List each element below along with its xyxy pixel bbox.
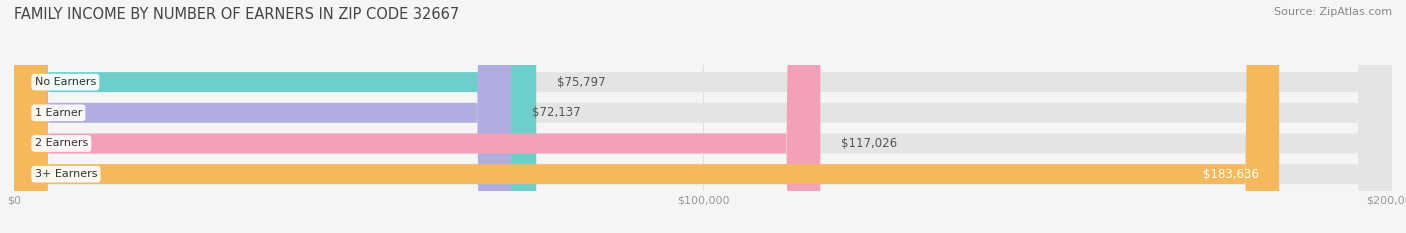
FancyBboxPatch shape xyxy=(14,0,1279,233)
Text: $72,137: $72,137 xyxy=(531,106,581,119)
Text: FAMILY INCOME BY NUMBER OF EARNERS IN ZIP CODE 32667: FAMILY INCOME BY NUMBER OF EARNERS IN ZI… xyxy=(14,7,460,22)
Text: No Earners: No Earners xyxy=(35,77,96,87)
Text: 2 Earners: 2 Earners xyxy=(35,138,89,148)
Text: $75,797: $75,797 xyxy=(557,76,606,89)
FancyBboxPatch shape xyxy=(14,0,820,233)
Text: 1 Earner: 1 Earner xyxy=(35,108,82,118)
Text: $183,636: $183,636 xyxy=(1202,168,1258,181)
FancyBboxPatch shape xyxy=(14,0,1392,233)
FancyBboxPatch shape xyxy=(14,0,510,233)
FancyBboxPatch shape xyxy=(14,0,536,233)
FancyBboxPatch shape xyxy=(14,0,1392,233)
FancyBboxPatch shape xyxy=(14,0,1392,233)
FancyBboxPatch shape xyxy=(14,0,1392,233)
Text: $117,026: $117,026 xyxy=(841,137,897,150)
Text: 3+ Earners: 3+ Earners xyxy=(35,169,97,179)
Text: Source: ZipAtlas.com: Source: ZipAtlas.com xyxy=(1274,7,1392,17)
